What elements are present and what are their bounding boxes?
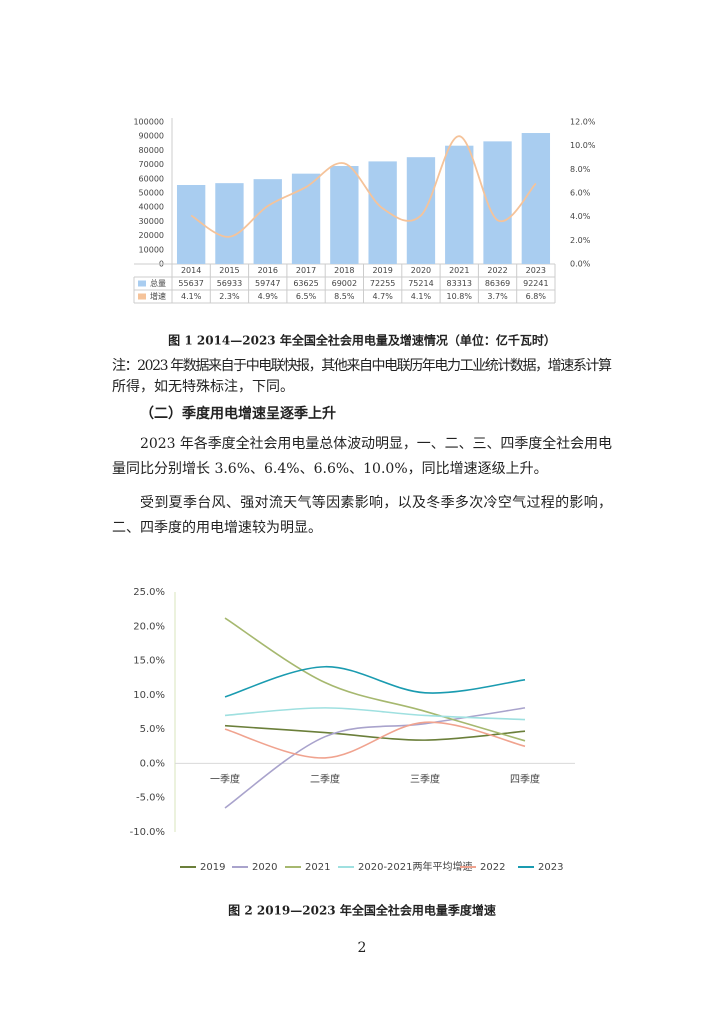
y-tick-label: 40000 [139, 203, 164, 212]
table-value: 75214 [408, 279, 433, 288]
y2-tick-label: 4.0% [570, 212, 591, 221]
legend-swatch [138, 293, 146, 300]
x-tick-label: 一季度 [210, 772, 240, 785]
table-value: 4.9% [258, 292, 279, 301]
line [224, 721, 526, 759]
line [224, 707, 526, 721]
y-tick-label: 60000 [139, 174, 164, 183]
legend-swatch [138, 280, 146, 287]
legend-label: 2020 [252, 862, 277, 873]
y2-tick-label: 10.0% [570, 141, 596, 150]
bar [291, 173, 321, 264]
legend-label: 总量 [150, 278, 166, 288]
y-tick-label: 25.0% [133, 587, 165, 598]
table-value: 4.1% [181, 292, 202, 301]
y-tick-label: -5.0% [136, 793, 165, 804]
y-tick-label: 30000 [139, 217, 164, 226]
table-value: 3.7% [487, 292, 508, 301]
y-tick-label: 0.0% [140, 758, 165, 769]
x-tick-label: 2017 [296, 266, 316, 275]
table-value: 63625 [293, 279, 318, 288]
table-value: 2.3% [219, 292, 240, 301]
line [224, 617, 526, 742]
legend-label: 2022 [480, 862, 505, 873]
y-tick-label: 90000 [139, 132, 164, 141]
y-tick-label: 20000 [139, 231, 164, 240]
x-tick-label: 2021 [449, 266, 469, 275]
x-tick-label: 二季度 [310, 772, 340, 785]
bar [253, 179, 282, 264]
y-tick-label: -10.0% [130, 827, 165, 838]
note-line: 所得，如无特殊标注，下同。 [112, 378, 294, 395]
section-heading: （二）季度用电增速呈逐季上升 [140, 405, 336, 422]
y-tick-label: 70000 [139, 160, 164, 169]
table-value: 72255 [370, 279, 395, 288]
y-tick-label: 80000 [139, 146, 164, 155]
line [224, 665, 526, 698]
legend-label: 2020-2021两年平均增速 [358, 860, 473, 873]
line [224, 724, 526, 741]
y2-tick-label: 8.0% [570, 165, 591, 174]
y-tick-label: 10000 [139, 245, 164, 254]
x-tick-label: 2023 [526, 266, 546, 275]
caption: 图 2 2019—2023 年全国全社会用电量季度增速 [228, 903, 496, 918]
paragraph-line: 二、四季度的用电增速较为明显。 [112, 520, 322, 536]
x-tick-label: 三季度 [410, 772, 440, 785]
line [190, 135, 537, 238]
y-tick-label: 50000 [139, 189, 164, 198]
bar [406, 157, 436, 264]
paragraph-line: 2023 年各季度全社会用电量总体波动明显，一、二、三、四季度全社会用电 [140, 435, 612, 452]
bar [445, 145, 474, 264]
table-value: 92241 [523, 279, 548, 288]
bar [176, 184, 206, 264]
legend-label: 增速 [150, 291, 166, 301]
page-number: 2 [358, 940, 367, 956]
paragraph-line: 量同比分别增长 3.6%、6.4%、6.6%、10.0%，同比增速逐级上升。 [112, 461, 548, 477]
y-tick-label: 15.0% [133, 656, 165, 667]
bar [368, 161, 397, 264]
x-tick-label: 四季度 [510, 772, 540, 785]
table-value: 4.7% [372, 292, 393, 301]
y2-tick-label: 2.0% [570, 236, 591, 245]
x-tick-label: 2020 [411, 266, 431, 275]
table-value: 69002 [332, 279, 357, 288]
paragraph-line: 受到夏季台风、强对流天气等因素影响，以及冬季多次冷空气过程的影响， [140, 494, 612, 511]
table-value: 8.5% [334, 292, 355, 301]
note-line: 注：2023 年数据来自于中电联快报，其他来自中电联历年电力工业统计数据，增速系… [112, 358, 612, 374]
bar [521, 133, 551, 264]
table-value: 4.1% [411, 292, 432, 301]
table-value: 10.8% [447, 292, 473, 301]
table-value: 59747 [255, 279, 280, 288]
x-tick-label: 2018 [334, 266, 354, 275]
x-tick-label: 2019 [372, 266, 392, 275]
y-tick-label: 5.0% [140, 724, 165, 735]
x-tick-label: 2016 [258, 266, 278, 275]
table-value: 55637 [178, 279, 203, 288]
table-value: 6.8% [526, 292, 547, 301]
bar [330, 166, 359, 264]
legend-label: 2021 [305, 862, 330, 873]
bar [215, 183, 244, 264]
y-tick-label: 10.0% [133, 690, 165, 701]
y2-tick-label: 0.0% [570, 260, 591, 269]
table-value: 56933 [217, 279, 242, 288]
table-value: 6.5% [296, 292, 317, 301]
x-tick-label: 2014 [181, 266, 201, 275]
y-tick-label: 100000 [133, 118, 164, 127]
caption: 图 1 2014—2023 年全国全社会用电量及增速情况（单位：亿千瓦时） [168, 333, 556, 348]
y2-tick-label: 12.0% [570, 118, 596, 127]
legend-label: 2019 [200, 862, 225, 873]
table-value: 86369 [485, 279, 510, 288]
legend-label: 2023 [538, 862, 563, 873]
table-value: 83313 [447, 279, 472, 288]
line [224, 707, 526, 809]
x-tick-label: 2015 [219, 266, 239, 275]
x-tick-label: 2022 [487, 266, 507, 275]
y2-tick-label: 6.0% [570, 189, 591, 198]
y-tick-label: 20.0% [133, 621, 165, 632]
